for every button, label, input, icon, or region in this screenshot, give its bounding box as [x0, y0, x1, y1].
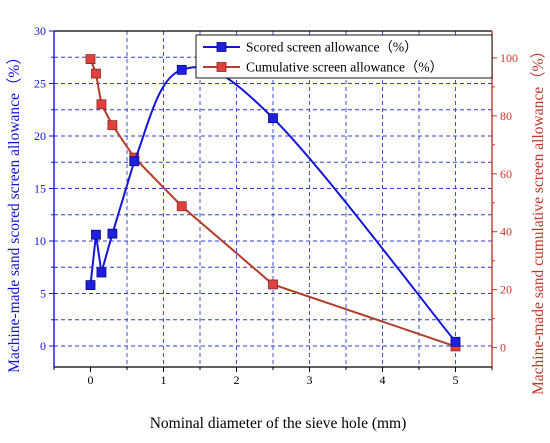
y-left-tick-label: 30: [34, 24, 46, 38]
legend-marker-cumulative: [216, 62, 227, 72]
data-point-scored: [129, 156, 140, 167]
x-tick-label: 1: [161, 373, 167, 387]
y-left-tick-label: 20: [34, 129, 46, 143]
data-point-cumulative: [96, 99, 107, 110]
legend-label-scored: Scored screen allowance（%）: [246, 40, 418, 55]
y-right-tick-label: 20: [500, 283, 512, 297]
x-tick-label: 4: [380, 373, 386, 387]
data-point-cumulative: [176, 201, 187, 212]
legend-label-cumulative: Cumulative screen allowance（%）: [246, 60, 443, 75]
y-right-tick-label: 100: [500, 51, 518, 65]
data-point-cumulative: [268, 279, 278, 290]
x-tick-label: 5: [453, 373, 459, 387]
data-point-scored: [107, 228, 118, 239]
y-right-tick-label: 40: [500, 225, 512, 239]
x-tick-label: 2: [234, 373, 240, 387]
data-point-cumulative: [107, 120, 118, 131]
x-axis-title: Nominal diameter of the sieve hole (mm): [150, 415, 407, 432]
y-right-tick-label: 0: [500, 341, 506, 355]
y-left-tick-label: 25: [34, 77, 46, 91]
y-left-tick-label: 0: [40, 339, 46, 353]
data-point-scored: [176, 64, 187, 75]
y-left-tick-label: 5: [40, 287, 46, 301]
y-left-tick-label: 10: [34, 234, 46, 248]
data-point-scored: [268, 113, 278, 124]
data-point-scored: [96, 267, 107, 278]
x-tick-label: 3: [307, 373, 313, 387]
series-line-cumulative: [89, 58, 456, 348]
data-point-scored: [91, 229, 101, 240]
legend-box: [195, 34, 493, 79]
y-left-axis-title: Machine-made sand scored screen allowanc…: [6, 49, 23, 373]
legend: Scored screen allowance（%） Cumulative scr…: [195, 34, 493, 79]
series-line-scored: [89, 66, 457, 343]
data-point-scored: [450, 336, 461, 347]
x-tick-label: 0: [88, 373, 94, 387]
y-right-tick-label: 60: [500, 167, 512, 181]
data-point-cumulative: [85, 54, 96, 64]
data-point-scored: [85, 280, 96, 291]
data-point-cumulative: [91, 68, 101, 79]
legend-marker-scored: [216, 42, 227, 52]
y-right-axis-title: Machine-made sand cumulative screen allo…: [530, 43, 547, 395]
y-left-tick-label: 15: [34, 182, 46, 196]
grid-lines: [54, 30, 492, 367]
y-right-tick-label: 80: [500, 109, 512, 123]
